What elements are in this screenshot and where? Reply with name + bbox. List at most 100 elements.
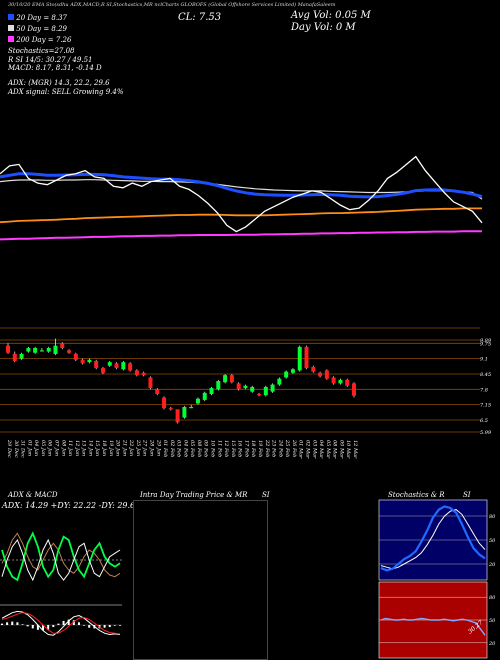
- day-volume: Day Vol: 0 M: [291, 22, 356, 33]
- stoch-tick-label: 20: [488, 562, 496, 568]
- candle-body: [12, 353, 17, 361]
- macd-histogram-bar: [72, 620, 75, 625]
- candle-body: [324, 370, 329, 379]
- ema200-label: 200 Day = 7.26: [8, 36, 71, 44]
- adx-series-dy: [1, 531, 121, 582]
- macd-histogram-bar: [16, 622, 19, 625]
- intraday-panel-title: Intra Day Trading Price & MR: [140, 491, 248, 499]
- close-price: CL: 7.53: [178, 12, 222, 23]
- x-tick-label: 08 Mar: [332, 440, 338, 459]
- candle-body: [168, 408, 173, 410]
- candle-body: [352, 383, 356, 396]
- x-tick-label: 05 Mar: [325, 440, 331, 459]
- y-tick-label: 9.75: [480, 341, 491, 347]
- candle-body: [26, 348, 31, 352]
- candle-body: [46, 348, 51, 352]
- x-tick-label: 22 Jan: [128, 439, 134, 456]
- candle-body: [60, 343, 65, 349]
- macd-histogram-bar: [47, 625, 50, 630]
- candle-body: [148, 377, 153, 389]
- x-tick-label: 15 Jan: [94, 440, 100, 456]
- rsi-value: R SI 14/5: 30.27 / 49.51: [8, 56, 93, 64]
- macd-histogram-bar: [42, 625, 45, 631]
- candle-body: [297, 346, 302, 371]
- adx-panel-title: ADX & MACD: [8, 491, 58, 499]
- candle-body: [229, 375, 234, 383]
- macd-histogram-bar: [77, 622, 80, 625]
- ema50-value: 50 Day = 8.29: [16, 25, 68, 33]
- stoch-panel-title-right: SI: [463, 491, 471, 499]
- candle-body: [345, 379, 350, 386]
- stoch-d-line: [380, 509, 486, 570]
- stoch-k-line: [380, 505, 486, 572]
- y-tick-label: 5.99: [480, 430, 492, 436]
- candle-body: [182, 406, 187, 418]
- x-tick-label: 04 Mar: [318, 440, 324, 459]
- adx-macd-panel: ADX: 14.29 +DY: 22.22 -DY: 29.63: [0, 500, 140, 660]
- x-tick-label: 31 Dec: [20, 440, 26, 458]
- x-tick-label: 09 Mar: [338, 440, 344, 459]
- ema50-swatch: [8, 25, 14, 31]
- ema100-line: [0, 207, 482, 224]
- candle-body: [128, 363, 133, 371]
- x-tick-label: 04 Feb: [182, 440, 188, 457]
- x-tick-label: 07 Jan: [53, 440, 59, 456]
- rsi-line: [380, 617, 486, 636]
- candle-body: [236, 383, 241, 390]
- candle-body: [19, 353, 24, 359]
- macd-histogram-bar: [88, 625, 91, 628]
- macd-histogram-bar: [6, 622, 9, 625]
- x-tick-label: 11 Feb: [216, 440, 222, 457]
- x-tick-label: 10 Mar: [345, 440, 351, 459]
- candle-body: [304, 346, 309, 369]
- stochastics-value: Stochastics=27.08: [8, 47, 75, 55]
- x-tick-label: 24 Feb: [277, 439, 283, 457]
- macd-histogram-bar: [1, 623, 3, 625]
- ema20-label: 20 Day = 8.37: [8, 14, 67, 22]
- x-tick-label: 03 Mar: [311, 440, 317, 459]
- header-line: 30/10/20 EMA Sto(sdhu ADX,MACD,R SI,Stoc…: [8, 2, 336, 8]
- adx-series-adx: [1, 532, 121, 578]
- y-tick-label: 9.1: [480, 357, 488, 363]
- candle-body: [39, 350, 44, 352]
- x-tick-label: 30 Dec: [13, 440, 19, 458]
- x-tick-label: 08 Feb: [196, 440, 202, 457]
- x-tick-label: 05 Jan: [40, 440, 46, 456]
- macd-histogram-bar: [31, 625, 34, 629]
- macd-histogram-bar: [103, 625, 106, 628]
- candle-body: [277, 378, 282, 385]
- candle-body: [175, 409, 180, 423]
- x-tick-label: 08 Jan: [60, 440, 66, 456]
- rsi-tick-label: 80: [489, 595, 496, 601]
- candle-body: [318, 372, 323, 377]
- ema-chart: [0, 155, 483, 241]
- macd-histogram-bar: [36, 625, 39, 630]
- x-tick-label: 06 Jan: [47, 440, 53, 456]
- candle-body: [284, 371, 289, 378]
- x-tick-label: 12 Mar: [352, 440, 358, 459]
- x-tick-label: 27 Jan: [142, 439, 148, 456]
- x-tick-label: 14 Jan: [87, 440, 93, 456]
- macd-line: [1, 610, 121, 636]
- x-tick-label: 04 Jan: [33, 440, 39, 456]
- candle-body: [338, 379, 343, 384]
- x-tick-label: 20 Jan: [115, 439, 121, 456]
- x-tick-label: 18 Feb: [250, 440, 256, 457]
- macd-histogram-bar: [108, 625, 111, 628]
- candle-body: [290, 369, 295, 373]
- candle-body: [80, 359, 85, 364]
- candle-body: [331, 377, 336, 384]
- candle-chart: 9.899.75 9.1 8.45 7.8 7.15 6.5 5.99 29 Dec 30 De…: [0, 327, 492, 459]
- ema200-line: [0, 230, 482, 241]
- macd-value: MACD: 8.17, 8.31, -0.14 D: [8, 64, 102, 72]
- x-tick-label: 02 Feb: [169, 440, 175, 457]
- x-tick-label: 15 Feb: [230, 440, 236, 457]
- x-tick-label: 02 Mar: [305, 440, 311, 459]
- stoch-tick-label: 50: [489, 538, 496, 544]
- adx-value: ADX: (MGR) 14.3, 22.2, 29.6: [8, 79, 110, 87]
- x-tick-label: 03 Feb: [176, 440, 182, 457]
- candle-body: [33, 348, 38, 353]
- ema20-line: [0, 172, 483, 199]
- x-tick-label: 18 Jan: [101, 440, 107, 456]
- adx-series-dy: [1, 538, 121, 582]
